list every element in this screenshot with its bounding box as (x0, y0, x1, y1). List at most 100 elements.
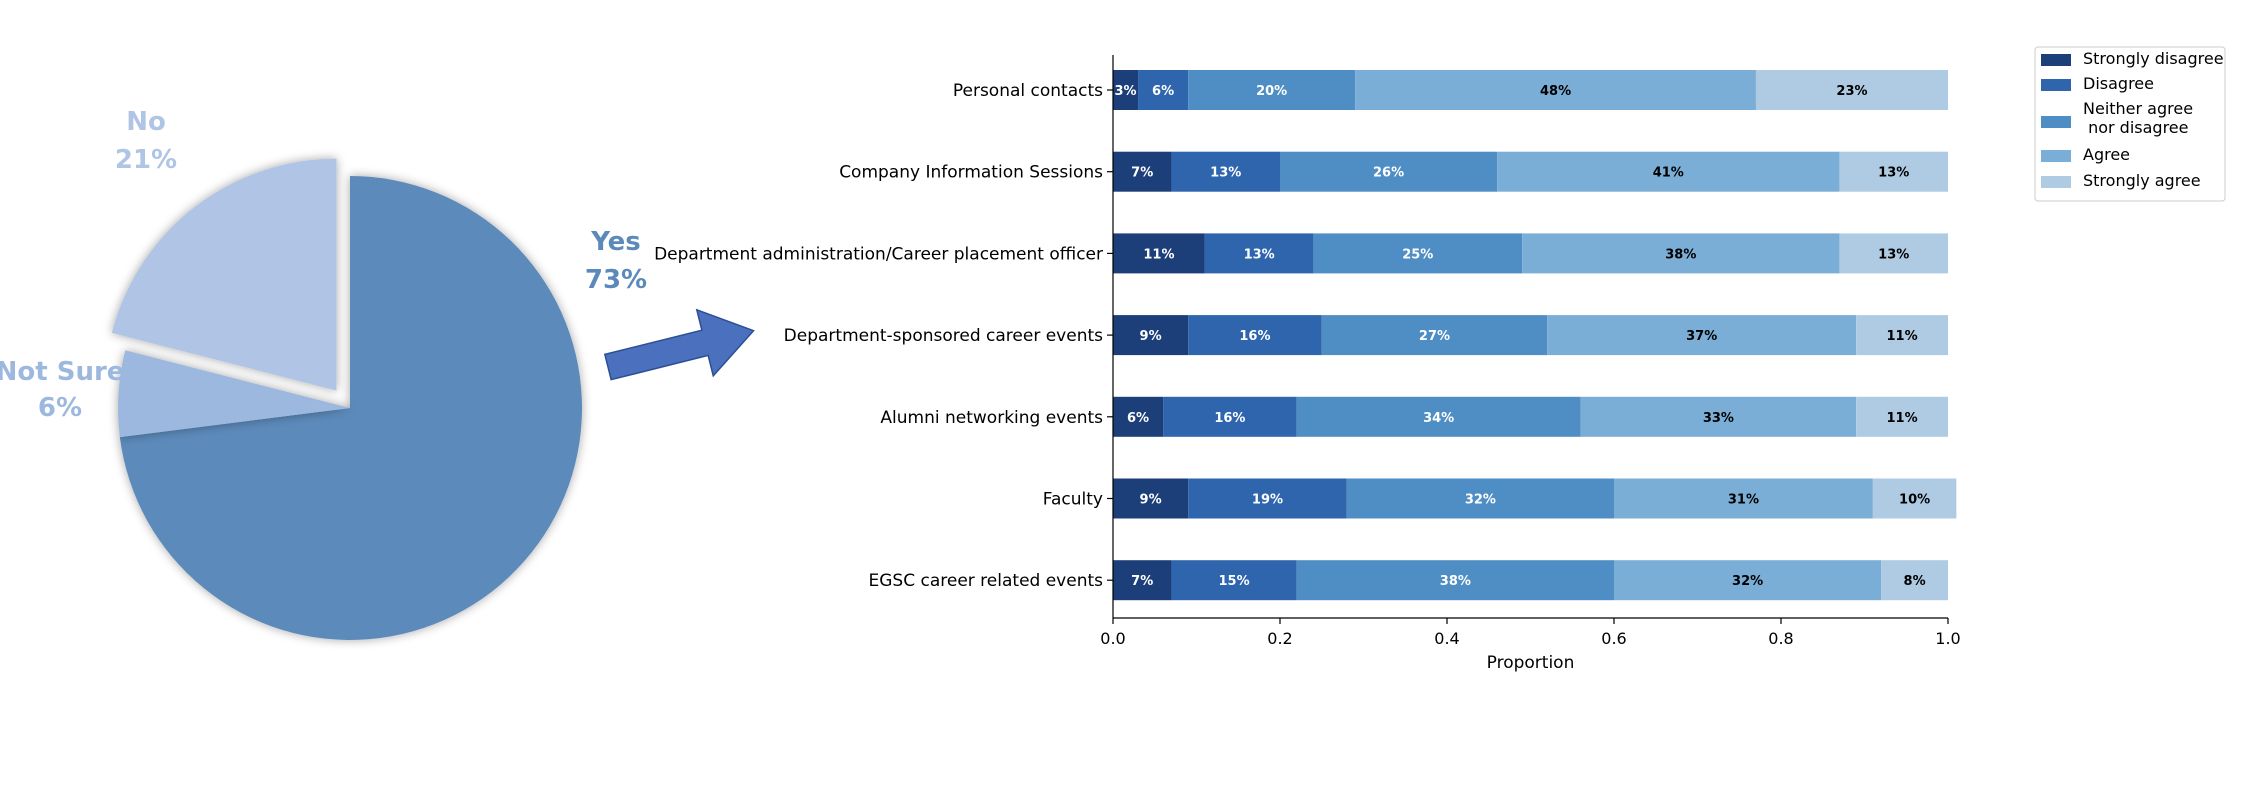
category-label-department-sponsored-career-events: Department-sponsored career events (784, 326, 1103, 346)
pie-slice-not-sure (118, 350, 351, 438)
bar-personal-contacts-agree (1355, 70, 1756, 110)
legend-label-agree: Agree (2083, 145, 2130, 164)
bar-department-administration-career-placement-officer-neither-agree-nor-disagree (1313, 233, 1523, 274)
data-label-department-administration-career-placement-officer-strongly-agree: 13% (1878, 247, 1909, 262)
bar-department-sponsored-career-events-strongly-disagree (1113, 315, 1189, 356)
pie-label-no: No (126, 107, 166, 137)
x-tick-label: 0.2 (1267, 629, 1292, 648)
pie-pct-not-sure: 6% (38, 393, 82, 423)
stacked-bar-chart: 3% 6% 20% 48% 23% Personal contacts 7% 13% 26% 41… (654, 55, 1961, 673)
pie-chart: Yes 73% Not Sure 6% No 21% (0, 107, 647, 640)
bar-personal-contacts-strongly-agree (1755, 70, 1948, 110)
bar-company-information-sessions-agree (1497, 151, 1840, 192)
legend: Strongly disagree Disagree Neither agree n… (2034, 46, 2226, 202)
data-label-faculty-agree: 31% (1728, 493, 1759, 508)
data-label-department-sponsored-career-events-strongly-agree: 11% (1887, 329, 1918, 344)
x-tick-label: 0.4 (1434, 629, 1459, 648)
data-label-egsc-career-related-events-agree: 32% (1732, 574, 1763, 589)
data-label-department-administration-career-placement-officer-agree: 38% (1665, 247, 1696, 262)
bar-faculty-agree (1614, 478, 1873, 519)
pie-label-not-sure: Not Sure (0, 357, 124, 387)
data-label-department-sponsored-career-events-agree: 37% (1686, 329, 1717, 344)
bar-company-information-sessions-disagree (1171, 151, 1280, 192)
category-label-egsc-career-related-events: EGSC career related events (869, 571, 1104, 591)
bar-department-administration-career-placement-officer-strongly-agree (1839, 233, 1948, 274)
data-label-personal-contacts-strongly-disagree: 3% (1114, 84, 1136, 99)
data-label-faculty-neither-agree-nor-disagree: 32% (1465, 493, 1496, 508)
data-label-department-sponsored-career-events-disagree: 16% (1239, 329, 1270, 344)
data-label-company-information-sessions-agree: 41% (1653, 166, 1684, 181)
bar-company-information-sessions-strongly-agree (1839, 151, 1948, 192)
data-label-company-information-sessions-disagree: 13% (1210, 166, 1241, 181)
x-tick-label: 0.0 (1100, 629, 1125, 648)
data-label-faculty-strongly-disagree: 9% (1140, 493, 1162, 508)
data-label-personal-contacts-neither-agree-nor-disagree: 20% (1256, 84, 1287, 99)
bar-egsc-career-related-events-strongly-disagree (1113, 560, 1172, 601)
category-label-company-information-sessions: Company Information Sessions (839, 163, 1103, 183)
bar-faculty-strongly-agree (1872, 478, 1957, 519)
arrow-connector (603, 308, 755, 381)
pie-pct-no: 21% (115, 145, 177, 175)
data-label-department-sponsored-career-events-neither-agree-nor-disagree: 27% (1419, 329, 1450, 344)
x-axis-title: Proportion (1487, 653, 1575, 673)
legend-swatch-disagree (2041, 79, 2071, 91)
legend-swatch-agree (2041, 150, 2071, 162)
legend-swatch-strongly-disagree (2041, 54, 2071, 66)
bar-department-sponsored-career-events-neither-agree-nor-disagree (1321, 315, 1548, 356)
bar-department-sponsored-career-events-agree (1547, 315, 1857, 356)
bar-department-administration-career-placement-officer-agree (1522, 233, 1840, 274)
bar-alumni-networking-events-strongly-disagree (1113, 396, 1164, 437)
bar-egsc-career-related-events-strongly-agree (1881, 560, 1948, 601)
data-label-egsc-career-related-events-strongly-agree: 8% (1904, 574, 1926, 589)
legend-label-neither-agree-nor-disagree: Neither agree (2083, 99, 2193, 118)
bar-company-information-sessions-strongly-disagree (1113, 151, 1172, 192)
data-label-alumni-networking-events-strongly-agree: 11% (1887, 411, 1918, 426)
category-label-alumni-networking-events: Alumni networking events (880, 408, 1103, 428)
category-label-faculty: Faculty (1043, 490, 1103, 510)
data-label-alumni-networking-events-strongly-disagree: 6% (1127, 411, 1149, 426)
bar-faculty-strongly-disagree (1113, 478, 1189, 519)
data-label-company-information-sessions-strongly-agree: 13% (1878, 166, 1909, 181)
data-label-faculty-strongly-agree: 10% (1899, 493, 1930, 508)
data-label-department-administration-career-placement-officer-strongly-disagree: 11% (1143, 247, 1174, 262)
legend-label-neither-agree-nor-disagree: nor disagree (2083, 118, 2189, 137)
bar-alumni-networking-events-neither-agree-nor-disagree (1296, 396, 1581, 437)
x-tick-label: 1.0 (1935, 629, 1960, 648)
data-label-personal-contacts-agree: 48% (1540, 84, 1571, 99)
bar-faculty-disagree (1188, 478, 1347, 519)
bar-egsc-career-related-events-agree (1614, 560, 1882, 601)
bar-faculty-neither-agree-nor-disagree (1346, 478, 1614, 519)
pie-slice-no (111, 158, 337, 391)
data-label-personal-contacts-strongly-agree: 23% (1836, 84, 1867, 99)
bar-department-administration-career-placement-officer-disagree (1204, 233, 1314, 274)
bar-department-sponsored-career-events-strongly-agree (1856, 315, 1948, 356)
arrow-shape (603, 308, 755, 381)
bar-alumni-networking-events-disagree (1163, 396, 1297, 437)
category-label-department-administration-career-placement-officer: Department administration/Career placeme… (654, 244, 1103, 264)
legend-swatch-strongly-agree (2041, 176, 2071, 188)
legend-label-disagree: Disagree (2083, 74, 2154, 93)
data-label-department-sponsored-career-events-strongly-disagree: 9% (1140, 329, 1162, 344)
data-label-faculty-disagree: 19% (1252, 493, 1283, 508)
legend-label-strongly-disagree: Strongly disagree (2083, 49, 2224, 68)
data-label-alumni-networking-events-disagree: 16% (1214, 411, 1245, 426)
bar-personal-contacts-strongly-disagree (1113, 70, 1139, 110)
data-label-alumni-networking-events-agree: 33% (1703, 411, 1734, 426)
pie-label-yes: Yes (590, 227, 641, 257)
bar-egsc-career-related-events-neither-agree-nor-disagree (1296, 560, 1614, 601)
pie-slice-yes (119, 176, 582, 640)
legend-frame (2034, 46, 2226, 202)
bar-department-sponsored-career-events-disagree (1188, 315, 1322, 356)
x-tick-label: 0.8 (1768, 629, 1793, 648)
category-label-personal-contacts: Personal contacts (953, 81, 1103, 101)
bar-department-administration-career-placement-officer-strongly-disagree (1113, 233, 1205, 274)
data-label-company-information-sessions-neither-agree-nor-disagree: 26% (1373, 166, 1404, 181)
pie-pct-yes: 73% (585, 265, 647, 295)
bar-company-information-sessions-neither-agree-nor-disagree (1280, 151, 1498, 192)
x-tick-label: 0.6 (1601, 629, 1626, 648)
data-label-company-information-sessions-strongly-disagree: 7% (1131, 166, 1153, 181)
data-label-department-administration-career-placement-officer-neither-agree-nor-disagree: 25% (1402, 247, 1433, 262)
bar-alumni-networking-events-agree (1580, 396, 1857, 437)
data-label-alumni-networking-events-neither-agree-nor-disagree: 34% (1423, 411, 1454, 426)
